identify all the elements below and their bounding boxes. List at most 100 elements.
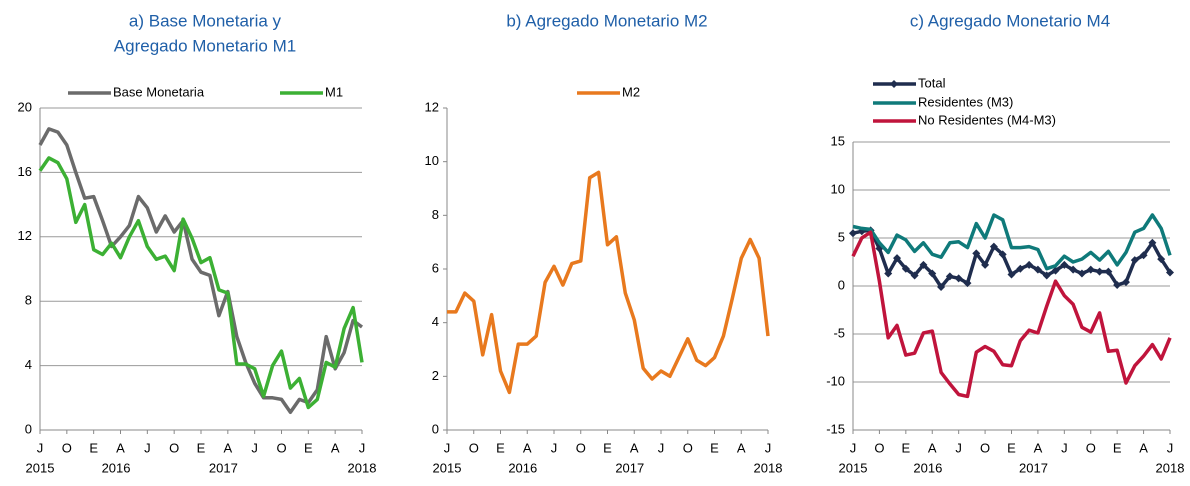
x-tick-label: J bbox=[658, 440, 665, 455]
year-label: 2018 bbox=[348, 460, 377, 475]
x-tick-label: J bbox=[359, 440, 366, 455]
legend-label: Residentes (M3) bbox=[918, 94, 1013, 109]
point-marker bbox=[901, 264, 910, 273]
x-tick-label: E bbox=[197, 440, 206, 455]
point-marker bbox=[1095, 267, 1104, 276]
point-marker bbox=[989, 242, 998, 251]
y-tick-label: 0 bbox=[25, 421, 32, 436]
point-marker bbox=[910, 271, 919, 280]
x-tick-label: O bbox=[169, 440, 179, 455]
year-label: 2017 bbox=[615, 460, 644, 475]
x-tick-label: E bbox=[89, 440, 98, 455]
legend-label: M2 bbox=[622, 84, 640, 99]
x-tick-label: E bbox=[603, 440, 612, 455]
point-marker bbox=[1166, 268, 1174, 277]
x-tick-label: O bbox=[576, 440, 586, 455]
point-marker bbox=[937, 282, 946, 291]
x-tick-label: A bbox=[630, 440, 639, 455]
x-tick-label: O bbox=[62, 440, 72, 455]
point-marker bbox=[981, 260, 990, 269]
x-tick-label: J bbox=[144, 440, 151, 455]
series-line bbox=[447, 170, 770, 395]
x-tick-label: O bbox=[980, 440, 990, 455]
x-tick-label: A bbox=[223, 440, 232, 455]
y-tick-label: 20 bbox=[18, 99, 32, 114]
x-tick-label: O bbox=[276, 440, 286, 455]
point-marker bbox=[1086, 265, 1095, 274]
legend-label: M1 bbox=[325, 84, 343, 99]
x-tick-label: J bbox=[765, 440, 772, 455]
x-tick-label: A bbox=[331, 440, 340, 455]
point-marker bbox=[972, 249, 981, 258]
x-tick-label: E bbox=[1113, 440, 1122, 455]
y-tick-label: 16 bbox=[18, 164, 32, 179]
x-tick-label: O bbox=[469, 440, 479, 455]
x-tick-label: A bbox=[116, 440, 125, 455]
legend-marker bbox=[890, 80, 898, 88]
point-marker bbox=[1051, 266, 1060, 275]
x-tick-label: J bbox=[850, 440, 857, 455]
y-tick-label: 5 bbox=[838, 229, 845, 244]
point-marker bbox=[928, 269, 937, 278]
x-tick-label: E bbox=[1007, 440, 1016, 455]
x-tick-label: A bbox=[1139, 440, 1148, 455]
y-tick-label: -10 bbox=[826, 373, 845, 388]
y-tick-label: 2 bbox=[432, 368, 439, 383]
x-tick-label: E bbox=[304, 440, 313, 455]
y-tick-label: 15 bbox=[831, 133, 845, 148]
series-line bbox=[851, 230, 1172, 399]
legend-label: Base Monetaria bbox=[113, 84, 205, 99]
y-tick-label: 10 bbox=[425, 153, 439, 168]
point-marker bbox=[849, 229, 857, 238]
chart-title: Agregado Monetario M1 bbox=[114, 36, 296, 55]
x-tick-label: J bbox=[955, 440, 962, 455]
point-marker bbox=[1016, 264, 1025, 273]
chart-title: b) Agregado Monetario M2 bbox=[506, 11, 707, 30]
y-tick-label: 8 bbox=[432, 207, 439, 222]
point-marker bbox=[945, 272, 954, 281]
y-tick-label: 0 bbox=[432, 421, 439, 436]
x-tick-label: A bbox=[523, 440, 532, 455]
year-label: 2017 bbox=[209, 460, 238, 475]
point-marker bbox=[1077, 269, 1086, 278]
y-tick-label: 6 bbox=[432, 260, 439, 275]
year-label: 2016 bbox=[913, 460, 942, 475]
series-line bbox=[38, 156, 364, 410]
x-tick-label: J bbox=[251, 440, 258, 455]
year-label: 2017 bbox=[1019, 460, 1048, 475]
x-tick-label: E bbox=[710, 440, 719, 455]
point-marker bbox=[1157, 255, 1166, 264]
point-marker bbox=[998, 250, 1007, 259]
legend-label: No Residentes (M4-M3) bbox=[918, 112, 1056, 127]
point-marker bbox=[884, 269, 893, 278]
point-marker bbox=[1104, 267, 1113, 276]
y-tick-label: -15 bbox=[826, 421, 845, 436]
year-label: 2015 bbox=[839, 460, 868, 475]
year-label: 2015 bbox=[433, 460, 462, 475]
legend-label: Total bbox=[918, 75, 946, 90]
y-tick-label: 12 bbox=[18, 228, 32, 243]
x-tick-label: O bbox=[874, 440, 884, 455]
x-tick-label: J bbox=[444, 440, 451, 455]
year-label: 2018 bbox=[1156, 460, 1185, 475]
y-tick-label: 12 bbox=[425, 99, 439, 114]
y-tick-label: -5 bbox=[833, 325, 845, 340]
point-marker bbox=[1025, 260, 1034, 269]
x-tick-label: E bbox=[901, 440, 910, 455]
y-tick-label: 4 bbox=[25, 357, 32, 372]
x-tick-label: J bbox=[1061, 440, 1068, 455]
x-tick-label: O bbox=[683, 440, 693, 455]
point-marker bbox=[1148, 238, 1157, 247]
y-tick-label: 8 bbox=[25, 293, 32, 308]
point-marker bbox=[1130, 256, 1139, 265]
point-marker bbox=[954, 274, 963, 283]
chart-title: a) Base Monetaria y bbox=[129, 11, 282, 30]
point-marker bbox=[1033, 265, 1042, 274]
chart-title: c) Agregado Monetario M4 bbox=[910, 11, 1110, 30]
year-label: 2015 bbox=[26, 460, 55, 475]
x-tick-label: J bbox=[37, 440, 44, 455]
series-line bbox=[852, 213, 1172, 271]
x-tick-label: J bbox=[551, 440, 558, 455]
